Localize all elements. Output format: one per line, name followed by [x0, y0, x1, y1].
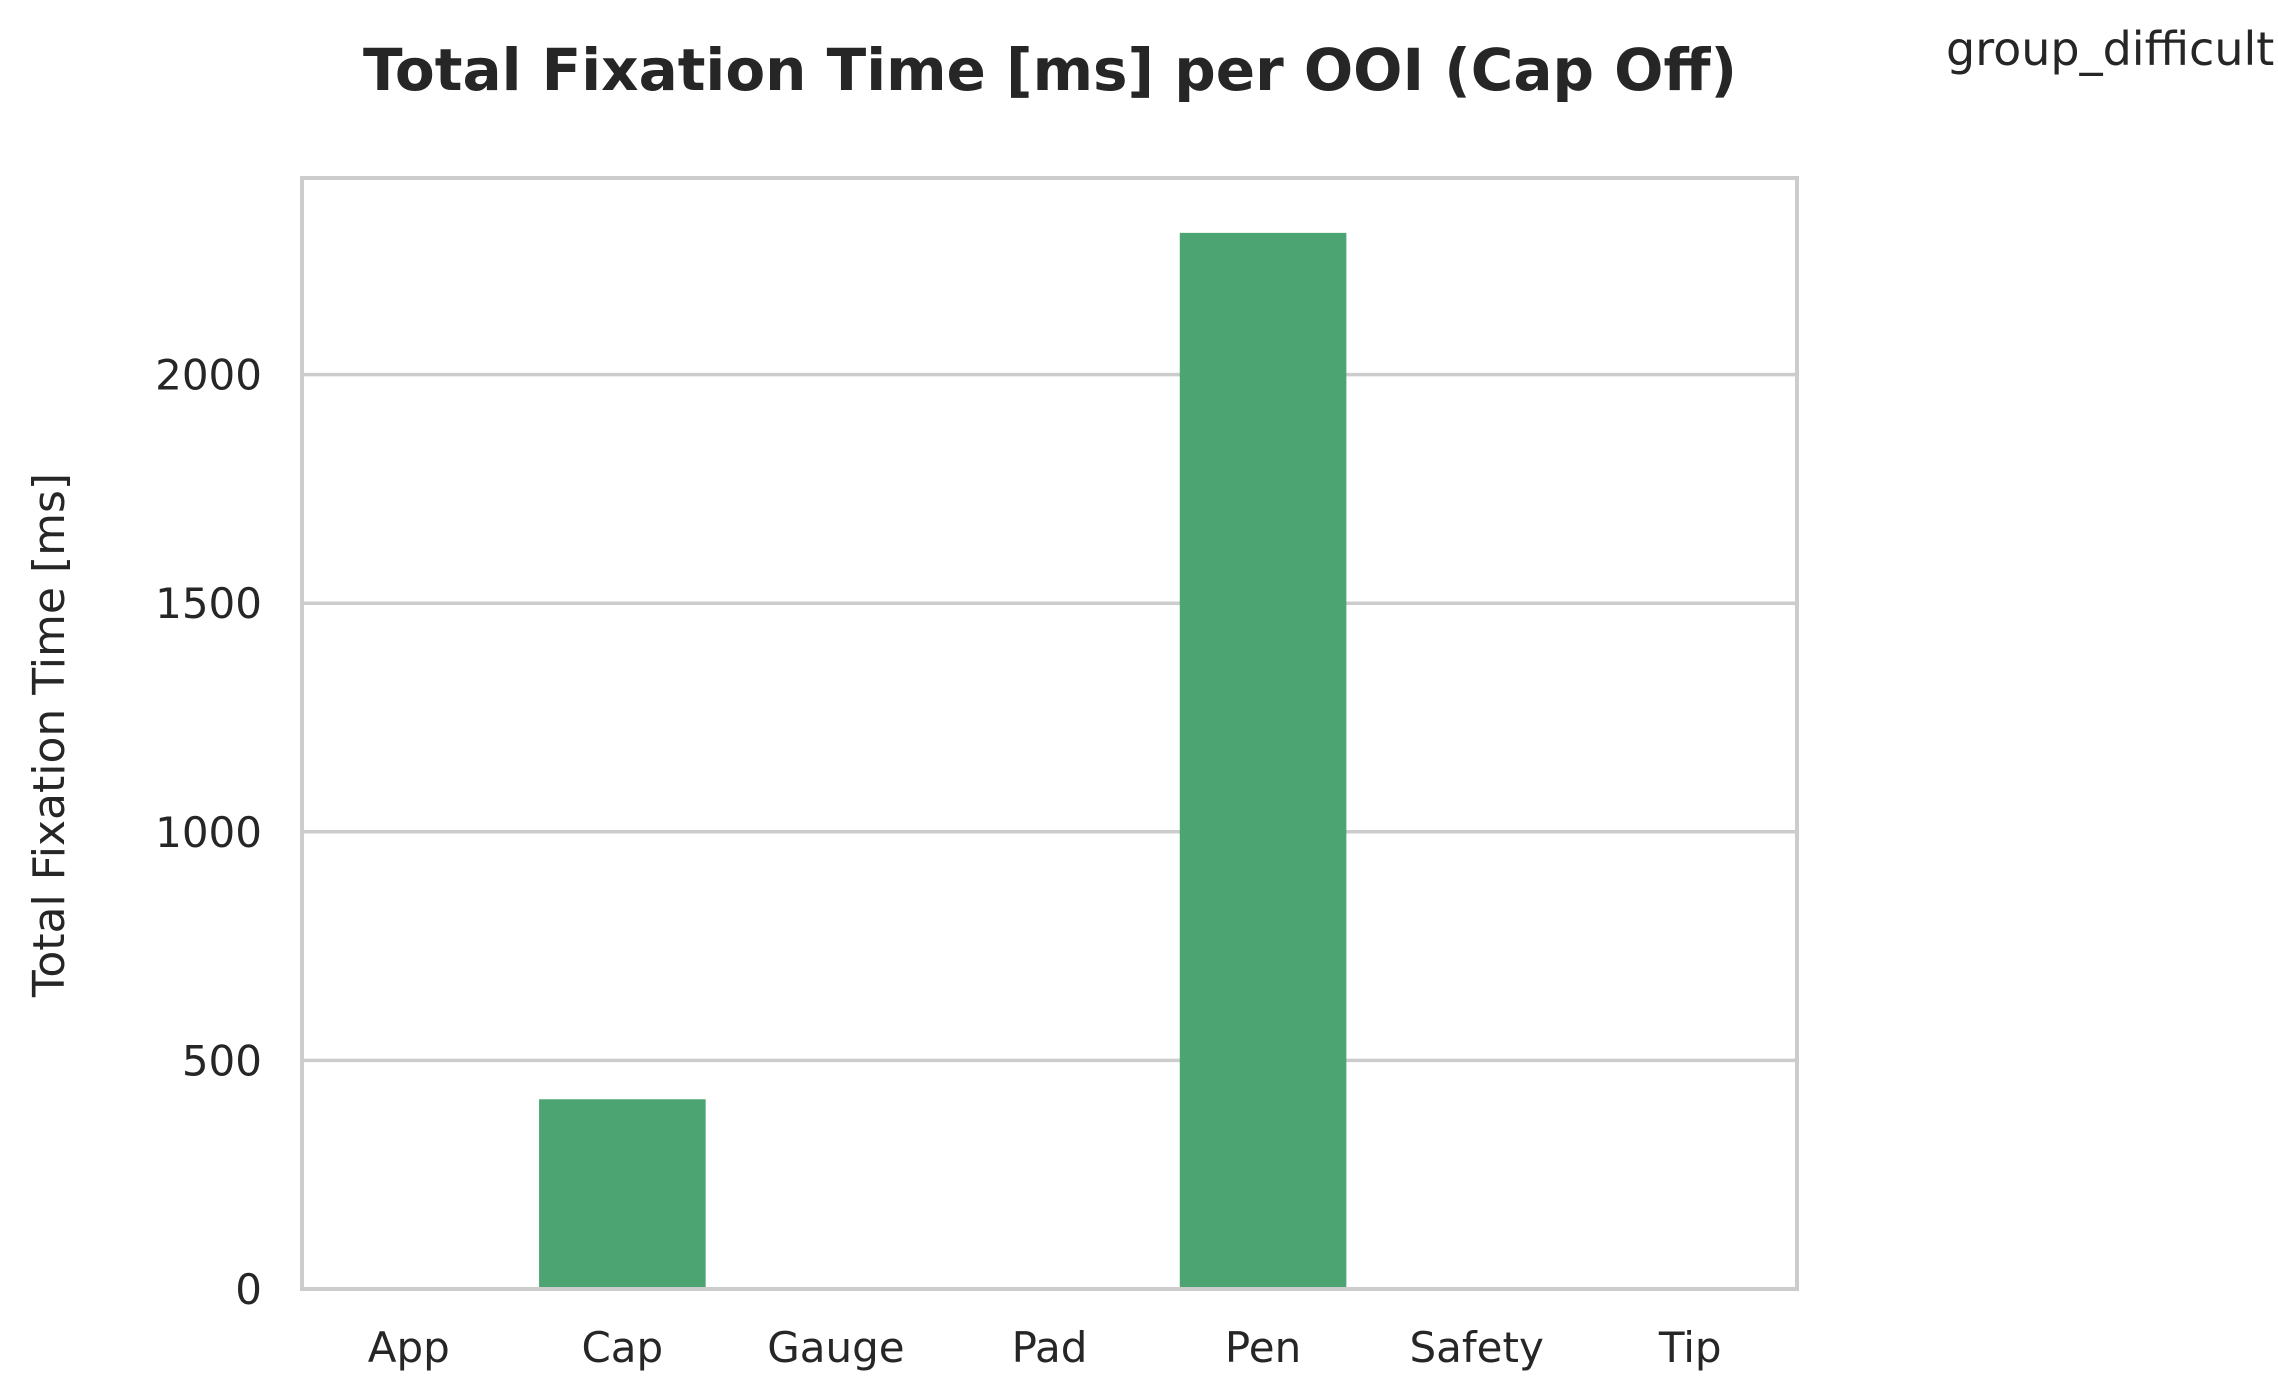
- y-tick-label-2000: 2000: [155, 351, 262, 400]
- x-tick-label-app: App: [368, 1323, 450, 1372]
- bar-pen: [1179, 232, 1347, 1289]
- y-tick-label-1500: 1500: [155, 579, 262, 628]
- y-axis-label: Total Fixation Time [ms]: [24, 473, 75, 998]
- plot-frame: [300, 176, 1799, 1291]
- plot-border: [300, 176, 1799, 1291]
- x-tick-label-pad: Pad: [1012, 1323, 1088, 1372]
- gridlines: [302, 372, 1797, 1291]
- x-tick-labels: App Cap Gauge Pad Pen Safety Tip: [368, 1323, 1722, 1372]
- x-tick-label-tip: Tip: [1658, 1323, 1722, 1372]
- y-tick-labels: 0 500 1000 1500 2000: [155, 351, 262, 1314]
- x-tick-label-cap: Cap: [581, 1323, 663, 1372]
- y-tick-label-1000: 1000: [155, 808, 262, 857]
- chart-title: Total Fixation Time [ms] per OOI (Cap Of…: [363, 36, 1737, 104]
- bars: [539, 232, 1347, 1289]
- x-tick-label-safety: Safety: [1409, 1323, 1543, 1372]
- y-tick-label-0: 0: [235, 1265, 262, 1314]
- bar-cap: [539, 1099, 706, 1289]
- x-tick-label-gauge: Gauge: [767, 1323, 904, 1372]
- y-tick-label-500: 500: [182, 1036, 262, 1085]
- legend-label: group_difficult: [1946, 22, 2274, 76]
- x-tick-label-pen: Pen: [1225, 1323, 1301, 1372]
